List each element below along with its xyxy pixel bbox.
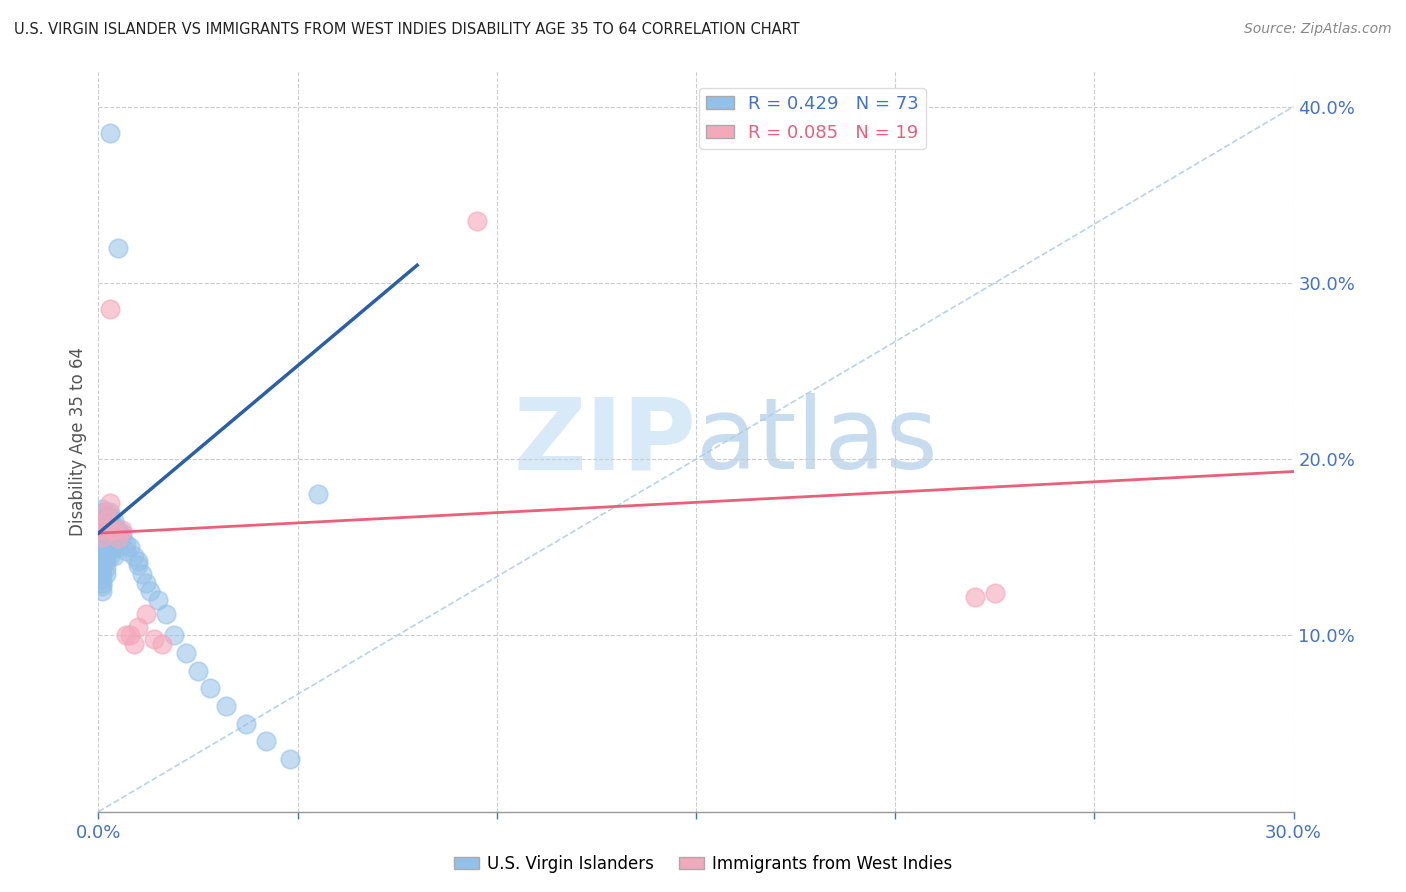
Point (91, 523, 114, 537)
Point (150, 637, 173, 651)
Legend: R = 0.429   N = 73, R = 0.085   N = 19: R = 0.429 N = 73, R = 0.085 N = 19 (699, 87, 927, 149)
Point (235, 716, 257, 731)
Point (155, 607, 177, 622)
Point (91, 530, 114, 544)
Point (91, 549, 114, 563)
Point (120, 541, 142, 555)
Text: atlas: atlas (696, 393, 938, 490)
Point (96, 508, 118, 523)
Point (98, 508, 122, 523)
Point (111, 523, 134, 537)
Point (111, 532, 134, 546)
Point (163, 628, 186, 642)
Point (98, 544, 122, 558)
Point (103, 549, 125, 563)
Point (91, 561, 114, 575)
Text: Source: ZipAtlas.com: Source: ZipAtlas.com (1244, 22, 1392, 37)
Legend: U.S. Virgin Islanders, Immigrants from West Indies: U.S. Virgin Islanders, Immigrants from W… (447, 848, 959, 880)
Point (91, 579, 114, 593)
Point (96, 541, 118, 555)
Point (98, 537, 122, 551)
Point (96, 519, 118, 533)
Point (98, 549, 122, 563)
Point (107, 241, 129, 255)
Point (98, 514, 122, 528)
Point (107, 526, 129, 541)
Point (198, 681, 221, 696)
Point (91, 519, 114, 533)
Text: U.S. VIRGIN ISLANDER VS IMMIGRANTS FROM WEST INDIES DISABILITY AGE 35 TO 64 CORR: U.S. VIRGIN ISLANDER VS IMMIGRANTS FROM … (14, 22, 800, 37)
Point (96, 544, 118, 558)
Point (127, 558, 149, 572)
Point (96, 514, 118, 528)
Text: ZIP: ZIP (513, 393, 696, 490)
Point (127, 554, 149, 568)
Point (91, 505, 114, 519)
Point (278, 752, 301, 766)
Point (135, 607, 157, 622)
Point (91, 526, 114, 541)
Point (103, 541, 125, 555)
Point (98, 532, 122, 546)
Point (91, 508, 114, 523)
Point (115, 544, 138, 558)
Point (115, 537, 138, 551)
Point (91, 516, 114, 530)
Point (98, 126, 122, 140)
Point (465, 214, 488, 228)
Point (107, 523, 129, 537)
Point (143, 632, 166, 646)
Point (124, 637, 146, 651)
Point (96, 505, 118, 519)
Point (96, 549, 118, 563)
Point (115, 628, 138, 642)
Point (91, 501, 114, 516)
Point (124, 549, 146, 563)
Point (127, 619, 149, 633)
Point (254, 734, 277, 748)
Point (96, 523, 118, 537)
Point (98, 302, 122, 317)
Point (103, 519, 125, 533)
Point (91, 584, 114, 599)
Point (96, 566, 118, 581)
Point (91, 572, 114, 586)
Point (91, 558, 114, 572)
Point (98, 505, 122, 519)
Point (103, 532, 125, 546)
Point (307, 487, 329, 501)
Point (120, 628, 142, 642)
Point (111, 526, 134, 541)
Point (107, 532, 129, 546)
Point (91, 532, 114, 546)
Point (91, 512, 114, 526)
Point (135, 575, 157, 590)
Point (963, 590, 986, 604)
Point (174, 646, 197, 660)
Point (215, 698, 238, 713)
Point (96, 505, 118, 519)
Y-axis label: Disability Age 35 to 64: Disability Age 35 to 64 (69, 347, 87, 536)
Point (91, 544, 114, 558)
Point (131, 566, 153, 581)
Point (984, 586, 1007, 600)
Point (91, 537, 114, 551)
Point (148, 593, 170, 607)
Point (107, 541, 129, 555)
Point (96, 561, 118, 575)
Point (96, 554, 118, 568)
Point (91, 552, 114, 566)
Point (96, 514, 118, 528)
Point (98, 496, 122, 510)
Point (103, 523, 125, 537)
Point (98, 517, 122, 532)
Point (91, 523, 114, 537)
Point (187, 664, 209, 678)
Point (139, 584, 162, 599)
Point (107, 532, 129, 546)
Point (91, 566, 114, 581)
Point (96, 532, 118, 546)
Point (103, 514, 125, 528)
Point (91, 575, 114, 590)
